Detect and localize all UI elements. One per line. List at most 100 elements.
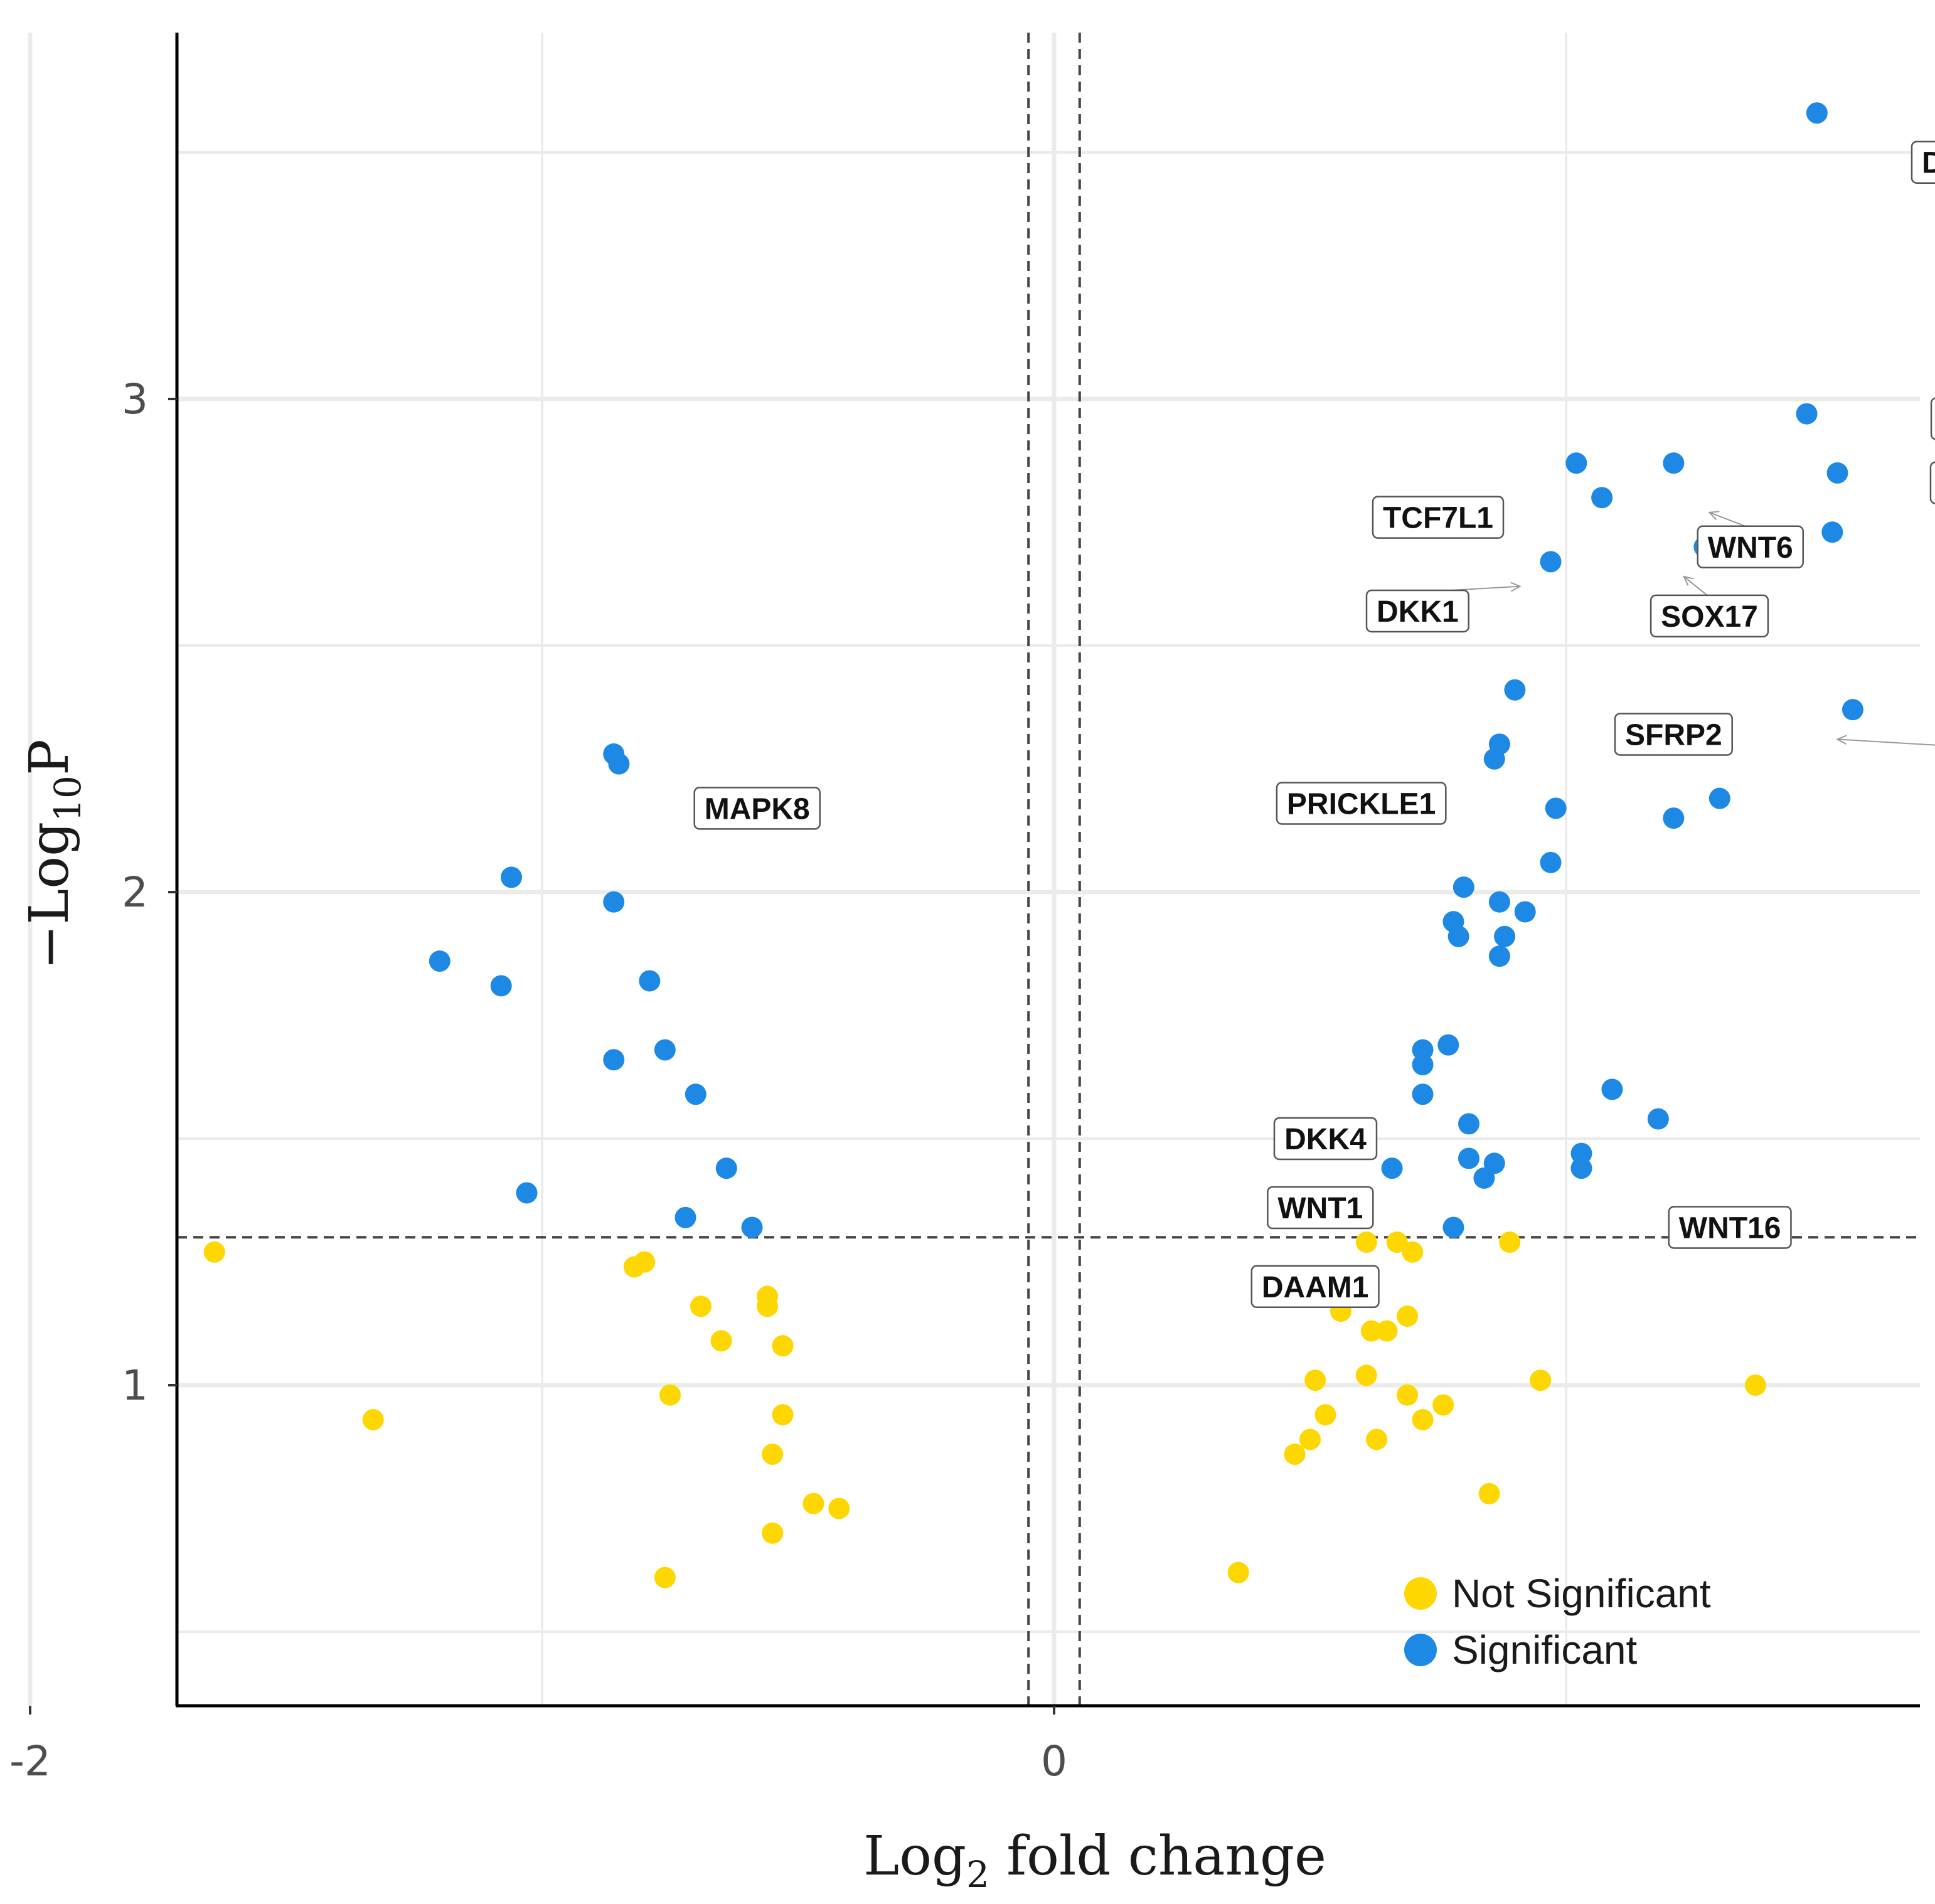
significant-point <box>1412 1083 1434 1105</box>
significant-point <box>1412 1039 1434 1061</box>
label-arrow-head <box>1708 511 1720 521</box>
significant-point <box>603 891 625 913</box>
gene-label: DAAM1 <box>1250 1265 1380 1309</box>
label-arrow-head <box>1836 735 1847 745</box>
not-significant-point <box>1355 1231 1377 1253</box>
gene-label-text: DAAM1 <box>1262 1271 1369 1304</box>
significant-point <box>1540 551 1562 573</box>
not-significant-point <box>1402 1241 1424 1263</box>
gene-label-box <box>1365 589 1469 633</box>
gene-label-text: MAPK8 <box>705 792 810 826</box>
gene-label: TCF7L1 <box>1372 496 1505 539</box>
significant-point <box>1412 1054 1434 1076</box>
gene-label: CER1 <box>1929 461 1935 504</box>
not-significant-point <box>762 1522 784 1544</box>
legend-label: Not Significant <box>1452 1571 1711 1616</box>
significant-point <box>1381 1157 1403 1179</box>
significant-point <box>1447 925 1469 947</box>
significant-point <box>1514 901 1536 923</box>
significant-point <box>674 1206 696 1228</box>
not-significant-point <box>1744 1375 1766 1396</box>
gene-label-text: SOX17 <box>1661 600 1758 634</box>
significant-point <box>429 950 450 972</box>
significant-point <box>1545 797 1567 819</box>
not-significant-point <box>1478 1482 1500 1504</box>
gene-label-box <box>1267 1186 1374 1230</box>
significant-point <box>1488 945 1510 967</box>
gene-label: PRICKLE1 <box>1276 782 1447 825</box>
not-significant-point <box>1304 1369 1326 1391</box>
not-significant-point <box>1366 1428 1388 1450</box>
gene-label-text: WNT1 <box>1277 1192 1363 1225</box>
not-significant-point <box>1355 1364 1377 1386</box>
legend-swatch <box>1404 1634 1437 1666</box>
significant-point <box>1806 102 1828 124</box>
x-axis-title: Log2 fold change <box>863 1825 1326 1896</box>
significant-point <box>1601 1078 1623 1100</box>
gene-label: WNT16 <box>1668 1206 1792 1249</box>
significant-point <box>1565 452 1587 474</box>
gene-label: DKK1 <box>1365 589 1469 633</box>
gene-labels: DVL3VANGL2CER1TCF7L1WNT6DKK1SOX17SFRP2PL… <box>693 141 1935 1309</box>
significant-point <box>608 753 630 775</box>
gene-label: WNT1 <box>1267 1186 1374 1230</box>
gene-label-box <box>1372 496 1505 539</box>
significant-point <box>603 1049 625 1071</box>
significant-point <box>1437 1034 1459 1056</box>
grid-lines <box>28 33 1920 1706</box>
gene-label-box <box>1697 525 1804 569</box>
gene-label-text: WNT16 <box>1679 1211 1781 1245</box>
gene-label-box <box>693 787 821 830</box>
significant-point <box>1488 891 1510 913</box>
significant-point <box>654 1039 676 1061</box>
label-arrow <box>1683 576 1710 598</box>
significant-point <box>1540 851 1562 873</box>
gene-label-box <box>1668 1206 1792 1249</box>
label-arrow <box>1837 738 1935 746</box>
not-significant-point <box>654 1566 676 1588</box>
not-significant-point <box>772 1404 794 1426</box>
not-significant-point <box>1299 1428 1321 1450</box>
gene-label-box <box>1930 397 1935 440</box>
not-significant-point <box>634 1251 656 1273</box>
significant-point <box>1591 487 1613 509</box>
not-significant-point <box>772 1335 794 1357</box>
not-significant-point <box>1397 1305 1419 1327</box>
significant-point <box>1663 807 1685 829</box>
data-points <box>203 102 1863 1588</box>
label-arrow-head <box>1510 582 1522 592</box>
not-significant-point <box>1530 1369 1552 1391</box>
gene-label: SOX17 <box>1650 594 1769 638</box>
not-significant-point <box>1314 1404 1336 1426</box>
not-significant-point <box>1360 1320 1382 1342</box>
axes <box>175 33 1920 1708</box>
y-tick-label: 2 <box>122 868 148 917</box>
gene-label-text: DVL3 <box>1922 147 1935 180</box>
not-significant-point <box>1376 1320 1398 1342</box>
gene-label: SFRP2 <box>1614 713 1733 756</box>
not-significant-point <box>659 1384 681 1406</box>
y-tick-label: 1 <box>122 1361 148 1410</box>
significant-point <box>1570 1157 1592 1179</box>
gene-label-box <box>1250 1265 1380 1309</box>
gene-label: MAPK8 <box>693 787 821 830</box>
not-significant-point <box>1227 1561 1249 1583</box>
not-significant-point <box>1397 1384 1419 1406</box>
not-significant-point <box>802 1492 824 1514</box>
gene-label: DVL3 <box>1911 141 1935 184</box>
y-axis-title: −Log10P <box>18 739 89 970</box>
gene-label-text: WNT6 <box>1708 531 1793 565</box>
not-significant-point <box>757 1295 779 1317</box>
label-arrow-head <box>1682 575 1694 586</box>
not-significant-point <box>1284 1444 1306 1465</box>
not-significant-point <box>362 1409 384 1431</box>
significant-point <box>490 975 512 997</box>
gene-label: VANGL2 <box>1930 397 1935 440</box>
gene-label-box <box>1929 461 1935 504</box>
significant-point <box>1453 876 1474 898</box>
significant-point <box>1821 521 1843 543</box>
significant-point <box>1458 1113 1479 1135</box>
gene-label-text: TCF7L1 <box>1383 502 1493 535</box>
significant-point <box>1647 1108 1669 1130</box>
